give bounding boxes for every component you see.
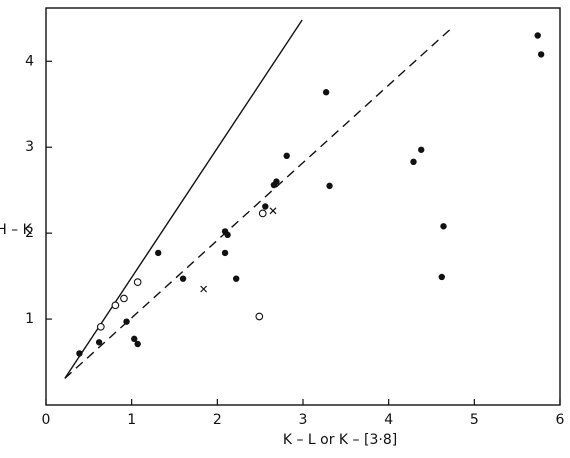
x-tick-label: 0 <box>42 412 51 428</box>
point <box>96 322 105 331</box>
point <box>200 285 208 293</box>
x-tick-label: 3 <box>299 412 308 428</box>
point <box>418 146 425 153</box>
point <box>120 294 128 303</box>
point <box>155 249 162 257</box>
point <box>134 340 141 348</box>
point <box>326 182 333 190</box>
x-tick-label: 2 <box>213 412 222 428</box>
point <box>133 278 142 286</box>
reference-line <box>64 19 303 379</box>
point <box>534 32 541 39</box>
x-axis-label: K – L or K – [3·8] <box>283 432 397 448</box>
point <box>322 89 330 96</box>
point <box>224 231 231 239</box>
plot-frame <box>45 7 561 406</box>
y-tick-label: 2 <box>25 225 34 241</box>
point <box>179 275 187 282</box>
x-tick-label: 6 <box>556 412 565 428</box>
x-tick-label: 4 <box>384 412 393 428</box>
point <box>410 158 417 166</box>
point <box>131 335 138 343</box>
point <box>232 275 240 282</box>
point <box>438 273 445 281</box>
point <box>262 203 269 210</box>
point <box>123 318 130 325</box>
x-tick-label: 5 <box>470 412 479 428</box>
point <box>440 223 447 230</box>
point <box>537 51 545 58</box>
x-tick-label: 1 <box>127 412 136 428</box>
point <box>111 301 120 310</box>
point <box>269 207 277 215</box>
point <box>221 249 229 257</box>
y-tick-label: 1 <box>25 311 34 327</box>
point <box>255 312 264 321</box>
y-tick-label: 3 <box>25 139 34 155</box>
point <box>283 152 290 160</box>
point <box>273 178 280 185</box>
point <box>258 209 267 218</box>
point <box>76 350 83 357</box>
point <box>95 339 103 346</box>
y-tick-label: 4 <box>25 53 34 69</box>
reference-line <box>64 26 454 379</box>
y-axis-label: H – K <box>0 222 33 238</box>
